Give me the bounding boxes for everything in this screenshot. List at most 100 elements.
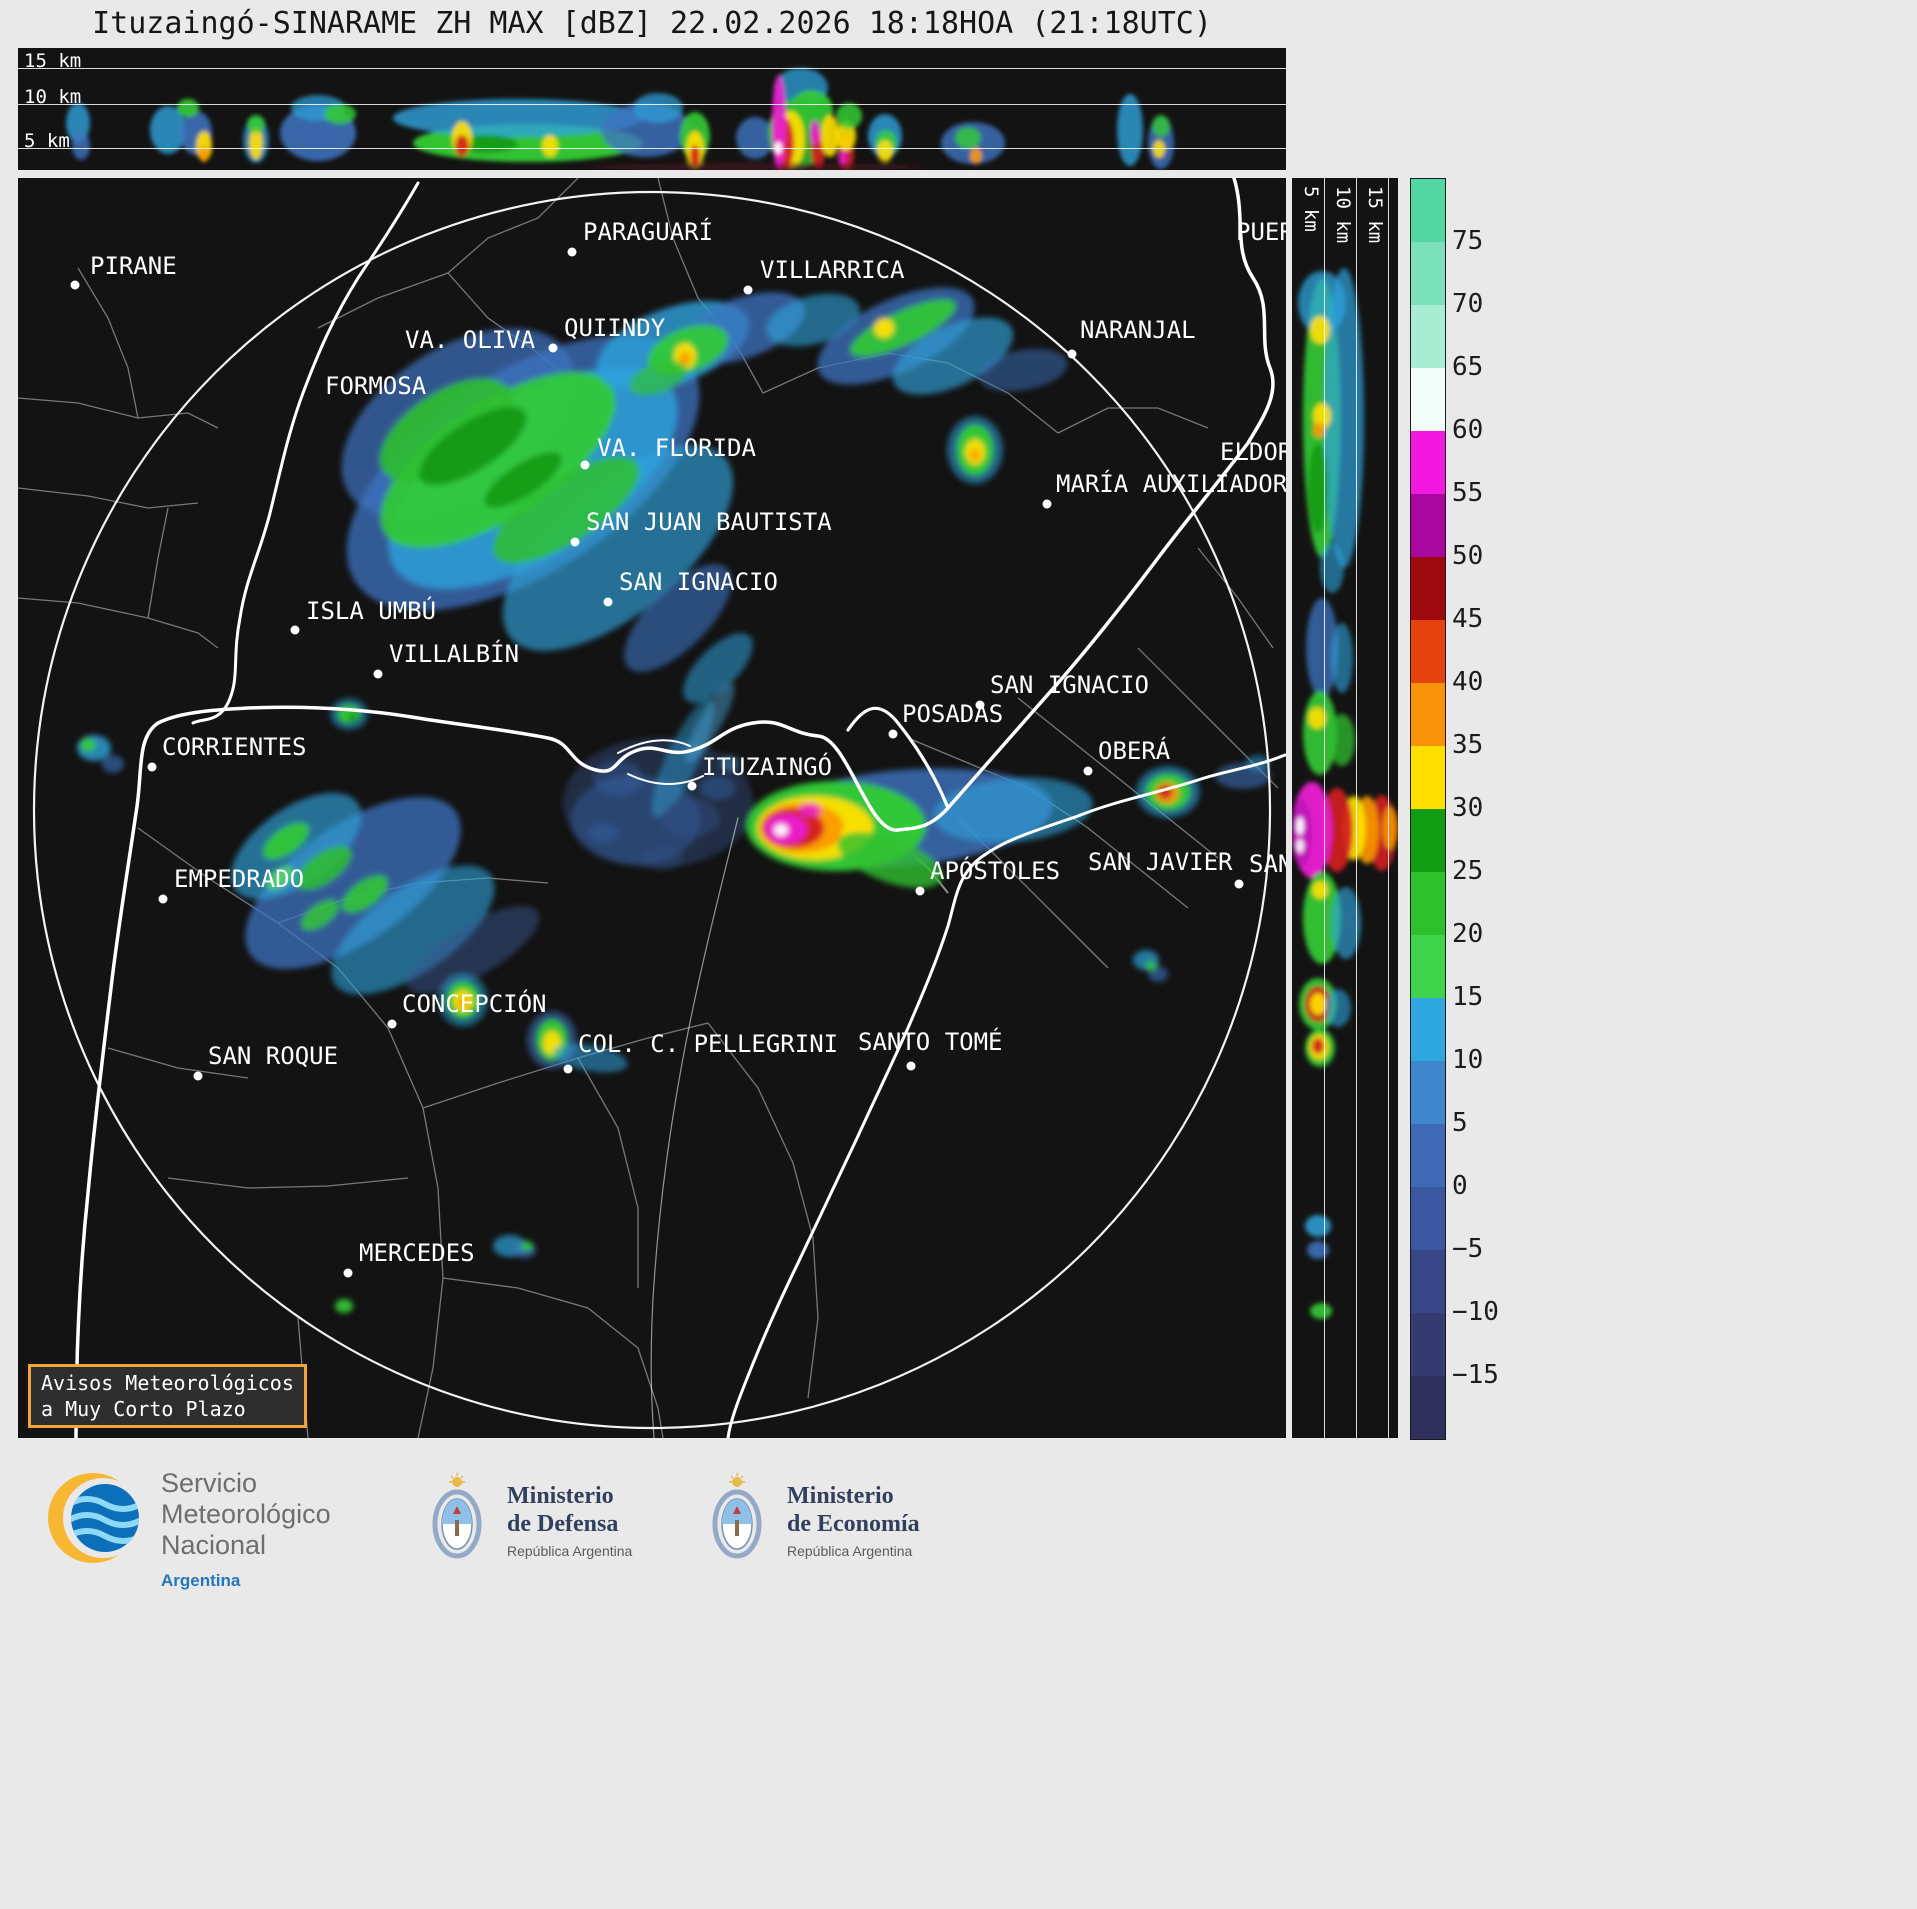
city-dot	[343, 1268, 353, 1278]
colorbar-band	[1411, 179, 1445, 242]
altitude-label-15km: 15 km	[24, 50, 82, 72]
echo-cell	[970, 449, 980, 461]
warning-box: Avisos Meteorológicos a Muy Corto Plazo	[28, 1364, 307, 1428]
echo-cell	[419, 406, 527, 486]
city-label: MARÍA AUXILIADORA	[1056, 469, 1286, 498]
city-dot	[1083, 766, 1093, 776]
city-label: PUERTO	[1236, 218, 1286, 246]
colorbar-band	[1411, 620, 1445, 683]
echo-cell	[690, 145, 700, 167]
echo-cell	[877, 140, 893, 162]
city-label: FORMOSA	[325, 372, 427, 400]
city-dot	[743, 285, 753, 295]
echo-cell	[380, 371, 616, 549]
echo-cell	[379, 378, 513, 482]
city-label: POSADAS	[902, 700, 1003, 728]
colorbar-tick-label: 50	[1452, 541, 1484, 571]
city-markers: PIRANE PARAGUARÍ VILLARRICA QUIINDY VA. OLIV…	[70, 217, 1286, 1278]
radar-echoes-right	[1292, 268, 1398, 1319]
city-dot	[888, 729, 898, 739]
city-dot	[570, 537, 580, 547]
radar-ppi-plot: PIRANE PARAGUARÍ VILLARRICA QUIINDY VA. OLIV…	[18, 178, 1286, 1438]
top-cross-section-plot	[66, 68, 1174, 170]
echo-cell	[296, 845, 352, 891]
echo-cell	[1312, 1038, 1324, 1054]
city-label: ELDORADO	[1220, 438, 1286, 466]
river-braid-2	[627, 773, 704, 786]
echo-cell	[1313, 422, 1325, 438]
echo-cell	[1310, 1303, 1332, 1319]
echo-cell	[1310, 316, 1330, 344]
echo-cell	[933, 777, 1093, 843]
smn-text: Servicio Meteorológico Nacional Argentin…	[161, 1468, 331, 1596]
echo-cell	[588, 823, 618, 843]
smn-name-line2: Meteorológico	[161, 1499, 331, 1529]
colorbar-band	[1411, 1061, 1445, 1124]
echo-cell	[810, 120, 820, 146]
echo-cell	[80, 738, 96, 752]
echo-cell	[247, 115, 265, 133]
echo-cell	[102, 755, 124, 773]
city-label: CORRIENTES	[162, 733, 307, 761]
echo-cell	[736, 117, 774, 159]
colorbar-band	[1411, 557, 1445, 620]
echo-cell	[484, 452, 562, 508]
echo-cell	[1308, 707, 1326, 729]
range-ring	[32, 190, 1272, 1430]
city-label: ITUZAINGÓ	[702, 751, 832, 781]
colorbar-tick-label: −15	[1452, 1360, 1499, 1390]
city-label: ISLA UMBÚ	[306, 595, 436, 625]
economia-line1: Ministerio	[787, 1483, 894, 1509]
city-label: VILLALBÍN	[389, 639, 519, 668]
city-label: VA. OLIVA	[405, 326, 536, 354]
defensa-subtitle: República Argentina	[507, 1543, 633, 1559]
echo-cell	[892, 317, 1014, 395]
smn-country: Argentina	[161, 1571, 241, 1590]
radar-ppi-panel: PIRANE PARAGUARÍ VILLARRICA QUIINDY VA. OLIV…	[18, 178, 1286, 1438]
rivers	[74, 178, 1286, 1438]
altitude-label-10km: 10 km	[1332, 186, 1354, 244]
city-dot	[567, 247, 577, 257]
echo-cell	[633, 93, 683, 123]
city-dot	[563, 1064, 573, 1074]
city-dot	[603, 597, 613, 607]
altitude-label-10km: 10 km	[24, 86, 82, 108]
altitude-label-5km: 5 km	[1300, 186, 1322, 232]
defensa-line1: Ministerio	[507, 1483, 614, 1509]
echo-cell	[1324, 268, 1364, 568]
echo-cell	[249, 126, 263, 160]
echo-cell	[177, 99, 199, 117]
altitude-line-10km	[18, 104, 1286, 105]
echo-cell	[700, 776, 736, 800]
altitude-line-5km	[18, 148, 1286, 149]
echo-cell	[685, 683, 735, 763]
city-label: SANTO TOMÉ	[858, 1027, 1003, 1056]
echo-cell	[331, 865, 495, 995]
colorbar-tick-label: −10	[1452, 1297, 1499, 1327]
echo-cell	[406, 906, 540, 994]
page-title: Ituzaingó-SINARAME ZH MAX [dBZ] 22.02.20…	[92, 6, 1212, 41]
city-dot	[290, 625, 300, 635]
city-label: NARANJAL	[1080, 316, 1196, 344]
echo-cell	[265, 866, 295, 890]
echo-cell	[1145, 961, 1157, 971]
smn-name-line3: Nacional	[161, 1530, 267, 1560]
city-label: OBERÁ	[1098, 736, 1171, 765]
river-uruguay	[726, 753, 1286, 1438]
colorbar-tick-label: 70	[1452, 289, 1484, 319]
colorbar-band	[1411, 1124, 1445, 1187]
city-dot	[158, 894, 168, 904]
colorbar-band	[1411, 368, 1445, 431]
altitude-label-5km: 5 km	[24, 130, 70, 152]
colorbar-tick-label: 65	[1452, 352, 1484, 382]
city-dot	[1042, 499, 1052, 509]
coat-of-arms-icon	[432, 1473, 482, 1559]
city-label: QUIINDY	[564, 314, 666, 342]
echo-cell	[262, 822, 310, 860]
echo-cell	[1153, 140, 1165, 158]
echo-cell	[455, 135, 469, 157]
echo-cell	[1310, 993, 1326, 1015]
city-dot	[580, 460, 590, 470]
city-dot	[373, 669, 383, 679]
echo-cell	[849, 299, 957, 357]
